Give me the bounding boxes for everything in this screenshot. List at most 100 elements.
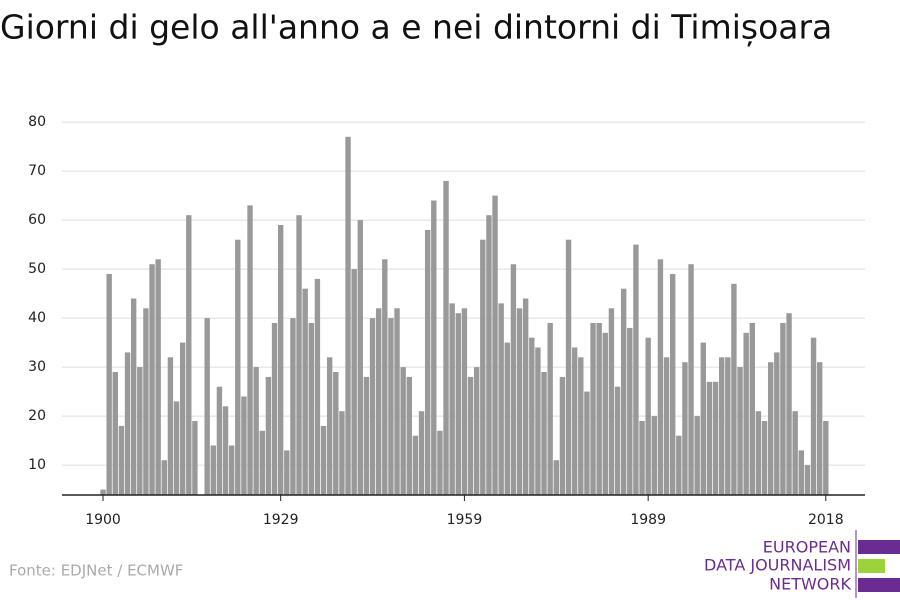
bar (584, 391, 590, 495)
bar (804, 465, 811, 495)
bar (400, 367, 406, 495)
bar (228, 445, 235, 495)
bar (161, 460, 167, 495)
bar (596, 323, 602, 495)
bar (541, 372, 547, 495)
bar (106, 274, 112, 495)
bar (663, 357, 670, 495)
bar (351, 269, 357, 495)
bar (810, 337, 817, 495)
chart-title: Giorni di gelo all'anno a e nei dintorni… (0, 8, 832, 47)
logo-text: EUROPEAN (763, 538, 851, 557)
bar (302, 288, 308, 495)
bar (461, 308, 468, 495)
bar (449, 303, 455, 495)
x-tick-label: 1989 (630, 512, 666, 528)
y-tick-label: 60 (28, 212, 46, 228)
x-tick-label: 2018 (808, 512, 844, 528)
bar (100, 489, 106, 495)
bar (137, 367, 143, 495)
bar (706, 381, 713, 495)
bar (241, 396, 247, 495)
bar (345, 136, 351, 495)
bar (718, 357, 725, 495)
bar (639, 421, 645, 495)
bar (296, 215, 302, 495)
bar (382, 259, 388, 495)
bar (253, 367, 259, 495)
bar (437, 430, 443, 495)
bar (480, 239, 486, 495)
bar (731, 283, 737, 495)
bar (406, 376, 412, 495)
bar (571, 347, 578, 495)
bar (277, 225, 284, 496)
bar (112, 372, 118, 495)
bar (676, 435, 682, 495)
bar (694, 416, 700, 495)
bar (492, 195, 498, 495)
bar (216, 386, 223, 495)
bar (155, 259, 161, 495)
source: Fonte: EDJNet / ECMWF (9, 562, 183, 580)
bar (130, 298, 137, 495)
bar (749, 323, 755, 495)
bar (786, 313, 792, 495)
bar (725, 357, 731, 495)
bar (780, 323, 786, 495)
bar (143, 308, 149, 495)
bar (798, 450, 804, 495)
bar (590, 323, 596, 495)
bar (559, 376, 566, 495)
bar (651, 416, 657, 495)
bar (737, 367, 743, 495)
bar (565, 239, 572, 495)
bar (486, 215, 492, 495)
bar (608, 308, 615, 495)
bar (149, 264, 155, 495)
y-tick-label: 50 (28, 261, 46, 277)
bar (173, 401, 180, 495)
bar (271, 323, 278, 495)
bar (578, 357, 584, 495)
bar (516, 308, 523, 495)
bar (357, 220, 363, 495)
bar (553, 460, 559, 495)
bar (510, 264, 517, 495)
bar (816, 362, 823, 495)
logo-text: NETWORK (769, 575, 851, 594)
logo-bar (858, 559, 885, 573)
bar (124, 352, 131, 495)
bar (633, 244, 639, 495)
bar (823, 421, 829, 495)
x-tick-label: 1929 (263, 512, 299, 528)
bar (792, 411, 798, 495)
bar (602, 332, 608, 495)
bar (259, 430, 265, 495)
bar (473, 367, 480, 495)
bar (186, 215, 192, 495)
bar (614, 386, 621, 495)
logo: EUROPEAN DATA JOURNALISM NETWORK (704, 530, 900, 598)
bar (467, 376, 474, 495)
bar (669, 274, 676, 495)
bar (314, 278, 321, 495)
bar (222, 406, 229, 495)
x-tick-label: 1959 (447, 512, 483, 528)
bar (284, 450, 290, 495)
bar (192, 421, 198, 495)
y-tick-label: 40 (28, 310, 46, 326)
bar (431, 200, 437, 495)
bar (522, 298, 529, 495)
bar (774, 352, 780, 495)
bar (210, 445, 216, 495)
logo-text: DATA JOURNALISM (704, 556, 851, 575)
bar (418, 411, 425, 495)
y-tick-label: 20 (28, 408, 46, 424)
bar (320, 425, 327, 495)
bar (547, 323, 553, 495)
logo-bar (858, 578, 900, 592)
bar (375, 308, 382, 495)
bar (204, 318, 210, 495)
